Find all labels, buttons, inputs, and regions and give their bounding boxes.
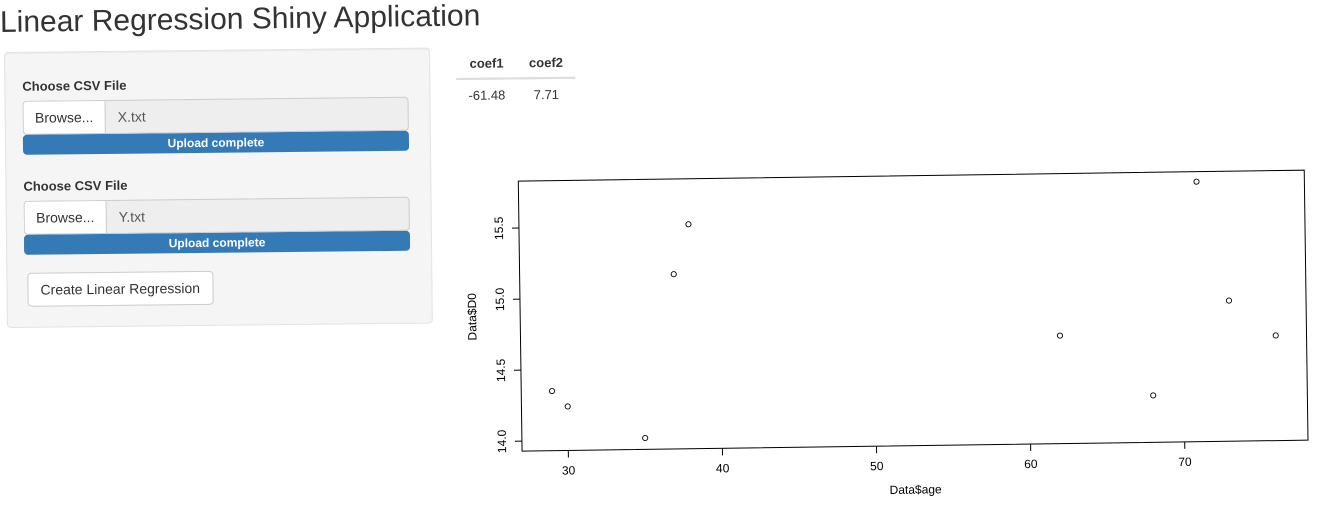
scatter-plot: 30 40 50 60 70 14.0 14.5 15.0 15.5 Data$age Data$D… xyxy=(458,148,1333,520)
x-tick-label: 40 xyxy=(716,461,730,475)
y-axis-label: Data$D0 xyxy=(465,293,480,341)
x-axis-label: Data$age xyxy=(890,482,943,497)
data-point xyxy=(685,221,692,228)
file-input-y: Choose CSV File Browse... Y.txt Upload c… xyxy=(23,175,411,255)
table-row: -61.48 7.71 xyxy=(456,78,575,111)
x-tick-label: 50 xyxy=(870,459,884,473)
plot-frame xyxy=(517,169,1309,452)
file-input-label: Choose CSV File xyxy=(23,177,128,194)
x-tick-label: 70 xyxy=(1178,455,1192,469)
table-header-row: coef1 coef2 xyxy=(456,48,576,79)
data-point xyxy=(1150,392,1157,399)
data-point xyxy=(549,387,556,395)
data-point xyxy=(670,271,677,278)
create-linear-regression-button[interactable]: Create Linear Regression xyxy=(27,270,214,307)
file-input-label: Choose CSV File xyxy=(22,77,127,94)
data-point xyxy=(1193,178,1200,185)
sidebar-panel: Choose CSV File Browse... X.txt Upload c… xyxy=(4,47,433,328)
scatter-plot-svg: 30 40 50 60 70 14.0 14.5 15.0 15.5 Data$age Data$D… xyxy=(465,169,1309,497)
data-point xyxy=(1056,332,1063,339)
y-tick-label: 15.0 xyxy=(493,287,507,311)
data-point xyxy=(1225,297,1233,304)
coefficient-table: coef1 coef2 -61.48 7.71 xyxy=(456,48,576,111)
y-tick-label: 14.0 xyxy=(495,429,509,453)
file-input-row: Browse... X.txt xyxy=(22,96,409,135)
y-tick-label: 15.5 xyxy=(492,216,506,240)
data-point xyxy=(1272,332,1279,339)
browse-button[interactable]: Browse... xyxy=(23,199,106,235)
data-point xyxy=(564,403,571,410)
upload-progress-bar: Upload complete xyxy=(23,230,411,255)
data-point xyxy=(642,434,649,442)
coef2-header: coef2 xyxy=(516,48,576,79)
browse-button[interactable]: Browse... xyxy=(22,99,105,135)
coef1-value: -61.48 xyxy=(468,87,506,103)
x-tick-label: 30 xyxy=(562,463,576,477)
coef1-header: coef1 xyxy=(456,49,518,79)
upload-progress-bar: Upload complete xyxy=(22,130,410,155)
file-input-x: Choose CSV File Browse... X.txt Upload c… xyxy=(22,75,410,155)
filename-field: X.txt xyxy=(104,96,409,134)
filename-field: Y.txt xyxy=(105,196,410,234)
page-title: Linear Regression Shiny Application xyxy=(0,0,481,39)
coef2-value: 7.71 xyxy=(533,86,560,103)
y-tick-label: 14.5 xyxy=(494,358,508,382)
file-input-row: Browse... Y.txt xyxy=(23,196,410,235)
x-tick-label: 60 xyxy=(1024,457,1038,471)
